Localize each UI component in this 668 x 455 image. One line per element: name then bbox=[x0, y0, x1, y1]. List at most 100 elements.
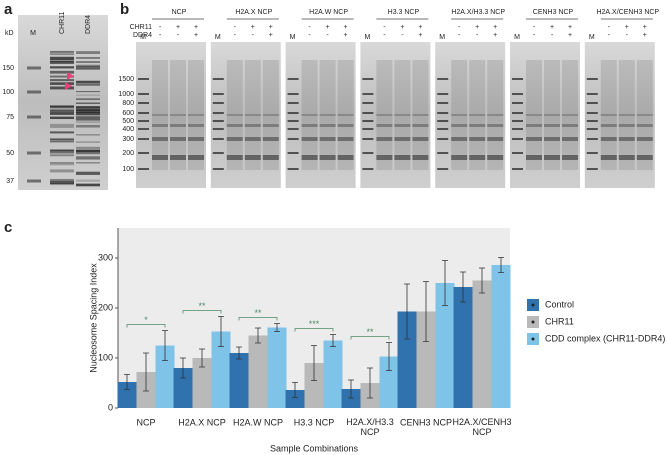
error-bar bbox=[348, 379, 354, 399]
gel-band bbox=[262, 137, 279, 141]
gel-band bbox=[586, 112, 598, 114]
gel-band bbox=[376, 137, 393, 141]
gel-band bbox=[487, 114, 504, 116]
gel-band bbox=[244, 155, 261, 160]
gel-band bbox=[76, 183, 100, 187]
gel-band bbox=[50, 123, 74, 126]
gel-band bbox=[362, 152, 374, 154]
bar bbox=[192, 358, 212, 408]
lane-label: M bbox=[514, 34, 520, 41]
gel-image bbox=[510, 42, 580, 188]
gel-band bbox=[394, 124, 411, 127]
gel-band bbox=[362, 168, 374, 170]
unit-label: kD bbox=[5, 30, 14, 37]
gel-band bbox=[50, 178, 74, 181]
gel-band bbox=[170, 114, 186, 116]
row-label: CHR11 bbox=[130, 24, 153, 31]
error-bar bbox=[180, 357, 186, 379]
sign: + bbox=[568, 32, 572, 39]
gel-band bbox=[437, 152, 449, 154]
bar bbox=[229, 353, 249, 408]
group-label: CENH3 NCP bbox=[533, 9, 574, 16]
gel-band bbox=[188, 114, 204, 116]
gel-smear bbox=[244, 60, 261, 170]
sign: - bbox=[401, 32, 404, 39]
gel-band bbox=[212, 128, 224, 130]
panel-letter: b bbox=[120, 1, 129, 18]
gel-band bbox=[526, 137, 542, 141]
gel-band bbox=[76, 81, 100, 85]
gel-band bbox=[262, 124, 279, 127]
gel-band bbox=[152, 124, 168, 127]
error-bar bbox=[330, 334, 336, 347]
sign: - bbox=[626, 32, 629, 39]
gel-band bbox=[50, 75, 74, 78]
gel-band bbox=[27, 151, 41, 155]
gel-band bbox=[586, 168, 598, 170]
gel-smear bbox=[600, 60, 617, 170]
sign: - bbox=[608, 32, 611, 39]
sign: - bbox=[326, 32, 329, 39]
gel-band bbox=[76, 91, 100, 93]
gel-band bbox=[512, 138, 523, 140]
y-tick-label: 200 bbox=[98, 302, 113, 312]
gel-band bbox=[76, 106, 100, 110]
marker-label: 75 bbox=[6, 114, 14, 121]
gel-band bbox=[212, 168, 224, 170]
gel-band bbox=[376, 155, 393, 160]
gel-band bbox=[50, 150, 74, 154]
gel-band bbox=[170, 124, 186, 127]
marker-label: 500 bbox=[122, 118, 134, 125]
gel-band bbox=[544, 137, 560, 141]
significance-bracket bbox=[126, 324, 166, 328]
gel-band bbox=[50, 105, 74, 109]
gel-band bbox=[586, 128, 598, 130]
gel-band bbox=[76, 172, 100, 176]
gel-smear bbox=[226, 60, 243, 170]
gel-band bbox=[244, 137, 261, 141]
gel-band bbox=[526, 124, 542, 127]
gel-band bbox=[152, 155, 168, 160]
marker-label: 37 bbox=[6, 178, 14, 185]
legend-label: CHR11 bbox=[545, 316, 574, 326]
error-bar bbox=[386, 342, 392, 371]
gel-band bbox=[76, 179, 100, 182]
gel-band bbox=[618, 114, 635, 116]
gel-band bbox=[27, 66, 41, 70]
significance-label: * bbox=[144, 315, 148, 325]
gel-band bbox=[600, 114, 617, 116]
lane-label: M bbox=[290, 34, 296, 41]
gel-band bbox=[437, 102, 449, 104]
gel-band bbox=[138, 102, 149, 104]
group-label: H2A.X/H3.3 NCP bbox=[451, 9, 505, 16]
gel-band bbox=[469, 124, 486, 127]
gel-band bbox=[394, 114, 411, 116]
marker-label: 800 bbox=[122, 100, 134, 107]
bar bbox=[491, 265, 511, 408]
sign: - bbox=[533, 24, 536, 31]
gel-band bbox=[188, 137, 204, 141]
gel-band bbox=[50, 79, 74, 82]
y-axis-label: Nucleosome Spacing Index bbox=[88, 263, 98, 373]
gel-band bbox=[586, 78, 598, 80]
gel-band bbox=[512, 112, 523, 114]
gel-band bbox=[437, 120, 449, 122]
gel-band bbox=[76, 156, 100, 160]
legend-label: Control bbox=[545, 299, 574, 309]
gel-band bbox=[469, 137, 486, 141]
y-tick-label: 300 bbox=[98, 252, 113, 262]
gel-band bbox=[226, 114, 243, 116]
significance-label: ** bbox=[366, 327, 374, 337]
gel-band bbox=[451, 124, 468, 127]
x-tick-label: H2A.W NCP bbox=[233, 417, 283, 427]
gel-band bbox=[301, 137, 318, 141]
bar bbox=[416, 311, 436, 408]
y-tick-label: 100 bbox=[98, 352, 113, 362]
gel-band bbox=[50, 169, 74, 172]
gel-band bbox=[188, 124, 204, 127]
gel-band bbox=[618, 137, 635, 141]
gel-band bbox=[76, 121, 100, 124]
gel-band bbox=[618, 124, 635, 127]
gel-band bbox=[412, 137, 429, 141]
